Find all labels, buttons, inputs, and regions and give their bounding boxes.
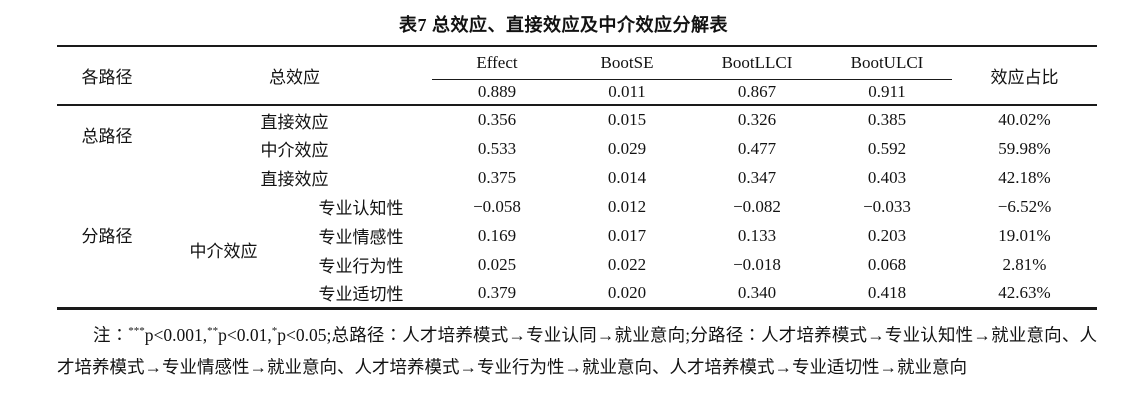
table-row-total-mediation: 中介效应 0.533 0.029 0.477 0.592 59.98% [57, 134, 1097, 163]
note-sig-text-2: p<0.01, [218, 325, 272, 345]
cell-bootllci-value: 0.133 [737, 225, 777, 245]
effect-decomposition-table: 各路径 总效应 Effect BootSE BootLLCI BootULCI … [57, 45, 1097, 310]
table-title: 表7 总效应、直接效应及中介效应分解表 [399, 15, 728, 35]
header-row-total-values: 0.889 0.011 0.867 0.911 [57, 79, 1097, 105]
cell-path-group-total: 总路径 [81, 127, 133, 146]
note-sig-stars-2: ** [207, 325, 219, 338]
cell-total-bootllci: 0.867 [737, 81, 777, 101]
cell-bootulci-value: 0.385 [867, 110, 907, 129]
cell-bootse-value: 0.017 [607, 225, 647, 245]
cell-bootllci-value: −0.018 [733, 254, 781, 274]
cell-total-effect: 0.889 [477, 81, 517, 101]
column-header-effect-ratio: 效应占比 [990, 68, 1059, 87]
table-body: 总路径 直接效应 0.356 0.015 0.326 0.385 40.02% … [57, 105, 1097, 308]
note-paths-text: 总路径∶人才培养模式→专业认同→就业意向;分路径∶人才培养模式→专业认知性→就业… [57, 325, 1098, 377]
cell-total-bootulci: 0.911 [868, 81, 906, 101]
column-header-bootse: BootSE [562, 46, 692, 80]
table-row-sub-direct: 分路径 直接效应 0.375 0.014 0.347 0.403 42.18% [57, 163, 1097, 247]
cell-effect-value: 0.025 [477, 254, 517, 274]
cell-bootllci-value: 0.340 [737, 282, 777, 302]
cell-effect-value: −0.058 [473, 196, 521, 216]
column-header-paths: 各路径 [81, 68, 133, 87]
cell-effect-type: 中介效应 [260, 141, 329, 160]
cell-ratio-value: −6.52% [997, 196, 1052, 216]
cell-mediator-name: 专业行为性 [318, 257, 404, 276]
cell-bootulci-value: 0.203 [867, 225, 907, 245]
table-row-total-direct: 总路径 直接效应 0.356 0.015 0.326 0.385 40.02% [57, 105, 1097, 146]
cell-bootulci-value: −0.033 [863, 196, 911, 216]
cell-bootllci-value: 0.477 [737, 138, 777, 158]
cell-effect-type: 直接效应 [260, 112, 329, 132]
cell-ratio-value: 40.02% [998, 110, 1051, 129]
cell-bootulci-value: 0.068 [867, 254, 907, 274]
cell-effect-value: 0.169 [477, 225, 517, 245]
cell-bootulci-value: 0.403 [867, 167, 907, 187]
column-header-bootulci: BootULCI [822, 46, 952, 80]
table-row-mediator-affection: 专业情感性 0.169 0.017 0.133 0.203 19.01% [57, 221, 1097, 250]
cell-effect-value: 0.375 [477, 167, 517, 187]
cell-bootse-value: 0.014 [607, 167, 647, 187]
cell-total-bootse: 0.011 [608, 81, 646, 101]
header-row-1: 各路径 总效应 Effect BootSE BootLLCI BootULCI … [57, 46, 1097, 87]
cell-bootulci-value: 0.418 [867, 282, 907, 302]
note-sig-stars-3: * [271, 325, 278, 338]
column-header-bootllci: BootLLCI [692, 46, 822, 80]
table-row-mediator-fitness: 专业适切性 0.379 0.020 0.340 0.418 42.63% [57, 279, 1097, 308]
cell-ratio-value: 2.81% [1002, 254, 1047, 274]
cell-bootllci-value: 0.347 [737, 167, 777, 187]
cell-mediator-name: 专业适切性 [318, 285, 404, 305]
cell-bootse-value: 0.022 [607, 254, 647, 274]
cell-bootllci-value: 0.326 [737, 110, 777, 129]
cell-bootse-value: 0.020 [607, 282, 647, 302]
note-sig-stars-1: *** [128, 325, 145, 338]
note-sig-text-1: p<0.001, [144, 325, 208, 345]
cell-effect-value: 0.379 [477, 282, 517, 302]
cell-bootse-value: 0.029 [607, 138, 647, 158]
table-row-mediator-cognition: 中介效应 专业认知性 −0.058 0.012 −0.082 −0.033 −6… [57, 192, 1097, 261]
cell-effect-value: 0.533 [477, 138, 517, 158]
cell-ratio-value: 42.63% [998, 282, 1051, 302]
cell-bootllci-value: −0.082 [733, 196, 781, 216]
cell-path-group-sub: 分路径 [81, 227, 133, 247]
cell-bootulci-value: 0.592 [867, 138, 907, 158]
cell-effect-value: 0.356 [477, 110, 517, 129]
column-header-effect: Effect [432, 46, 562, 80]
table-row-mediator-behavior: 专业行为性 0.025 0.022 −0.018 0.068 2.81% [57, 250, 1097, 279]
table-note: 注∶***p<0.001,**p<0.01,*p<0.05;总路径∶人才培养模式… [57, 319, 1097, 383]
cell-bootse-value: 0.012 [607, 196, 647, 216]
cell-effect-type: 直接效应 [260, 170, 329, 189]
cell-ratio-value: 19.01% [998, 225, 1051, 245]
cell-ratio-value: 59.98% [998, 138, 1051, 158]
row-header-total-effect: 总效应 [269, 68, 320, 87]
cell-mediator-name: 专业认知性 [318, 199, 404, 218]
note-label: 注∶ [93, 325, 129, 345]
cell-ratio-value: 42.18% [998, 167, 1051, 187]
cell-bootse-value: 0.015 [607, 110, 647, 129]
table-header: 各路径 总效应 Effect BootSE BootLLCI BootULCI … [57, 46, 1097, 105]
note-sig-text-3: p<0.05; [277, 325, 332, 345]
cell-mediation-label: 中介效应 [189, 241, 258, 261]
cell-mediator-name: 专业情感性 [318, 228, 404, 247]
